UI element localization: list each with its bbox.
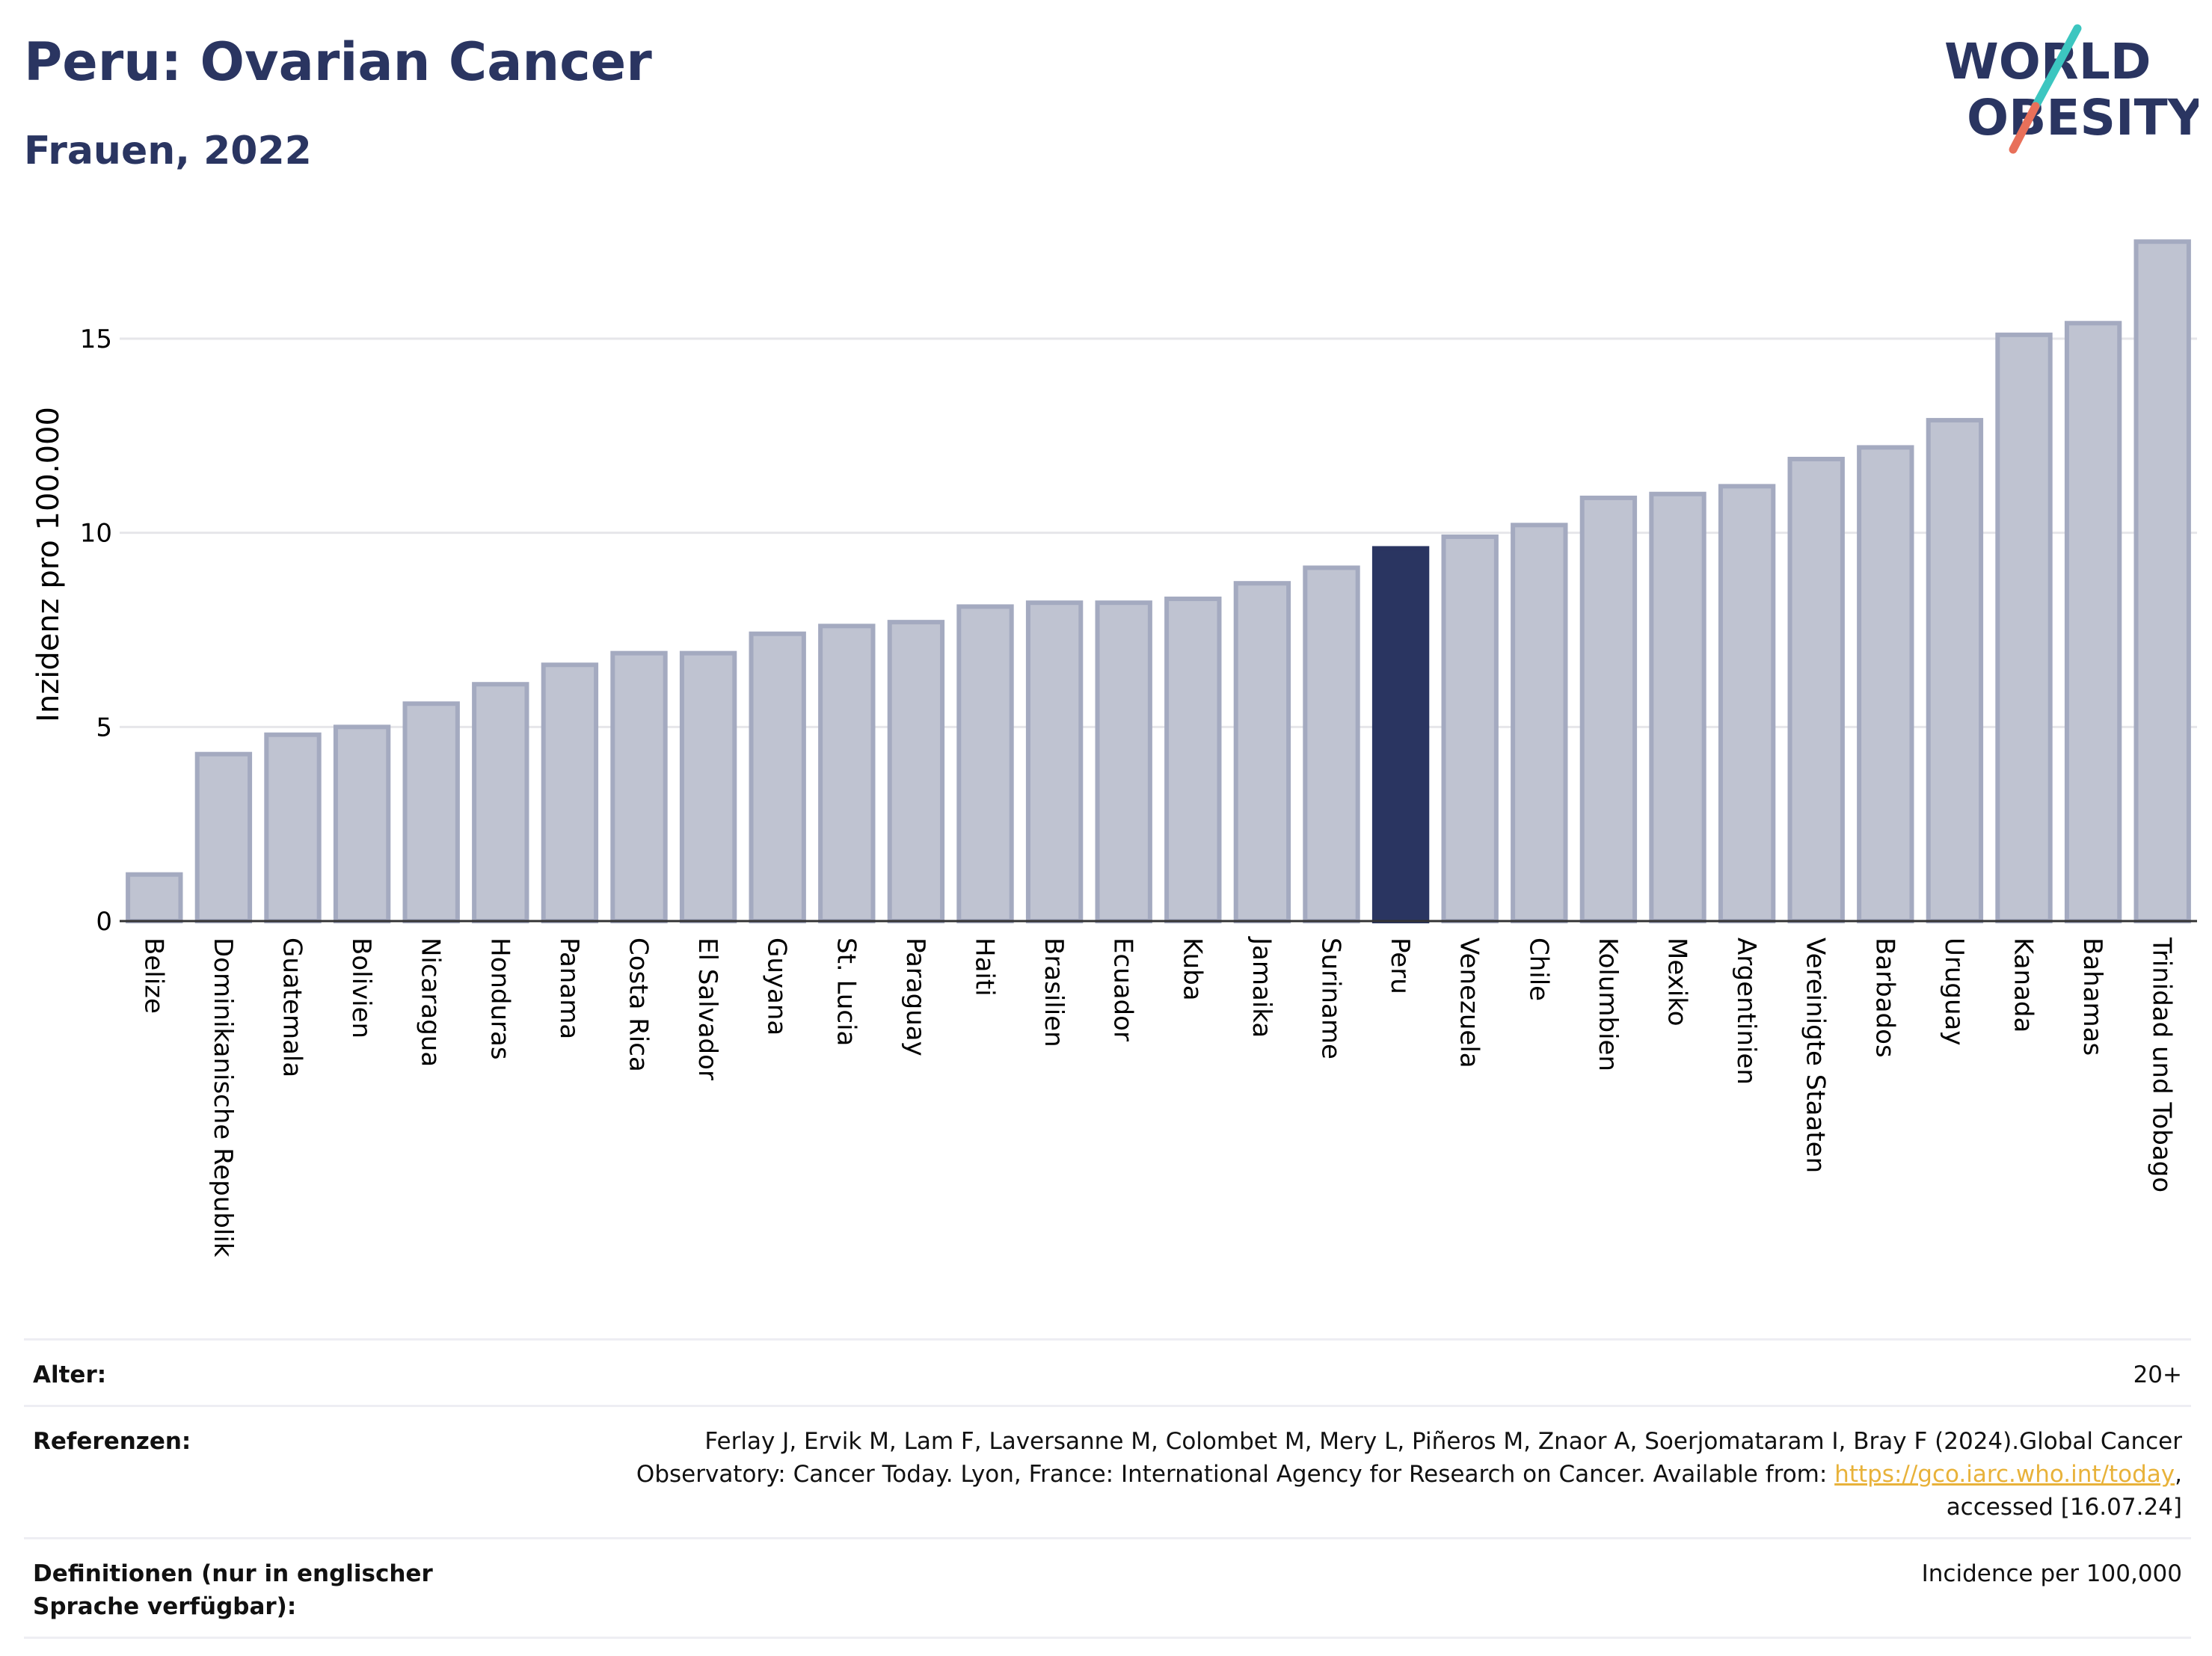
bar-panama (541, 662, 599, 923)
grid-lines (120, 337, 2197, 728)
x-tick-label: Bahamas (2077, 938, 2107, 1056)
x-tick-label: Dominikanische Republik (208, 938, 238, 1258)
bar-nicaragua (402, 701, 460, 923)
x-tick-label: Kuba (1177, 938, 1207, 1001)
bar-el-salvador (679, 650, 737, 924)
bar-chile (1511, 523, 1568, 923)
x-tick-label: Nicaragua (416, 938, 446, 1067)
bar-brasilien (1025, 600, 1084, 924)
x-tick-label: Costa Rica (624, 938, 654, 1072)
x-tick-label: St. Lucia (831, 938, 861, 1046)
bar-argentinien (1718, 484, 1776, 923)
bar-venezuela (1441, 534, 1499, 923)
x-tick-label: Mexiko (1662, 938, 1692, 1026)
x-tick-label: Ecuador (1108, 938, 1138, 1041)
bar-kuba (1164, 596, 1222, 923)
x-tick-label: Honduras (485, 938, 514, 1060)
x-tick-label: Haiti (970, 938, 1000, 997)
meta-divider (24, 1637, 2191, 1639)
x-tick-label: Peru (1385, 938, 1415, 994)
y-axis-title: Inzidenz pro 100.000 (31, 407, 66, 722)
bar-chart: 0 5 10 15 Belize Dominikanische Republik Guate… (31, 239, 2197, 1258)
x-tick-label: Guyana (762, 938, 792, 1035)
y-tick-label: 10 (80, 519, 112, 549)
meta-value-references: Ferlay J, Ervik M, Lam F, Laversanne M, … (612, 1425, 2182, 1524)
bar-suriname (1303, 565, 1360, 924)
bar-vereinigte-staaten (1787, 457, 1845, 923)
meta-row-definitions: Definitionen (nur in englischer Sprache … (24, 1537, 2191, 1637)
bar-guatemala (264, 732, 322, 924)
reference-accessed: , accessed [16.07.24] (1946, 1461, 2182, 1521)
x-tick-label: Uruguay (1939, 938, 1969, 1046)
x-tick-label: Kolumbien (1593, 938, 1623, 1071)
x-tick-label: Paraguay (900, 938, 930, 1056)
x-tick-label: Trinidad und Tobago (2147, 937, 2177, 1192)
x-tick-label: Venezuela (1454, 938, 1484, 1068)
x-tick-label: Bolivien (346, 938, 376, 1038)
x-tick-label: Belize (138, 938, 168, 1014)
bar-jamaika (1233, 581, 1291, 923)
bar-st-lucia (818, 624, 876, 923)
bar-kolumbien (1579, 495, 1638, 923)
bar-ecuador (1095, 600, 1152, 924)
x-tick-label: Guatemala (277, 938, 307, 1077)
x-tick-label: El Salvador (692, 938, 722, 1080)
x-tick-label: Kanada (2009, 938, 2039, 1032)
bar-paraguay (887, 620, 945, 923)
x-tick-label: Argentinien (1731, 938, 1761, 1085)
meta-value-age: 20+ (2133, 1361, 2182, 1388)
svg-text:OBESITY: OBESITY (1967, 89, 2199, 147)
y-tick-label: 5 (96, 712, 112, 742)
x-tick-label: Vereinigte Staaten (1801, 938, 1831, 1173)
bar-guyana (749, 631, 806, 923)
y-tick-label: 0 (96, 907, 112, 937)
y-tick-label: 15 (80, 324, 112, 354)
x-tick-label: Suriname (1316, 938, 1346, 1059)
bar-trinidad-und-tobago (2133, 239, 2191, 923)
x-tick-label: Barbados (1870, 938, 1899, 1058)
bar-belize (126, 872, 183, 923)
bar-bahamas (2064, 321, 2122, 923)
x-tick-label: Brasilien (1039, 938, 1069, 1047)
chart-subtitle: Frauen, 2022 (24, 129, 312, 173)
bar-peru (1371, 546, 1430, 923)
bar-haiti (956, 604, 1014, 924)
x-tick-label: Panama (554, 938, 584, 1039)
metadata-table: Alter: 20+ Referenzen: Ferlay J, Ervik M… (24, 1338, 2191, 1639)
meta-row-references: Referenzen: Ferlay J, Ervik M, Lam F, La… (24, 1405, 2191, 1537)
world-obesity-logo: WORLD OBESITY (1944, 24, 2199, 154)
meta-key-age: Alter: (33, 1361, 107, 1388)
meta-value-definitions: Incidence per 100,000 (1921, 1560, 2182, 1587)
reference-text: Ferlay J, Ervik M, Lam F, Laversanne M, … (636, 1428, 2182, 1488)
meta-key-definitions: Definitionen (nur in englischer Sprache … (33, 1560, 433, 1620)
chart-title: Peru: Ovarian Cancer (24, 31, 652, 93)
bar-kanada (1995, 332, 2053, 924)
bar-uruguay (1926, 418, 1984, 923)
reference-link[interactable]: https://gco.iarc.who.int/today (1834, 1461, 2175, 1488)
axes: 0 5 10 15 Belize Dominikanische Republik Guate… (80, 324, 2197, 1258)
meta-key-references: Referenzen: (33, 1428, 191, 1455)
bar-mexiko (1649, 491, 1706, 923)
x-tick-label: Chile (1523, 938, 1553, 1001)
bar-dominikanische-republik (194, 751, 253, 923)
bar-costa-rica (610, 650, 668, 924)
bar-honduras (472, 682, 529, 923)
meta-row-age: Alter: 20+ (24, 1338, 2191, 1405)
bar-barbados (1857, 445, 1914, 923)
bars (126, 239, 2191, 924)
x-tick-label: Jamaika (1247, 936, 1276, 1038)
bar-bolivien (333, 724, 391, 923)
